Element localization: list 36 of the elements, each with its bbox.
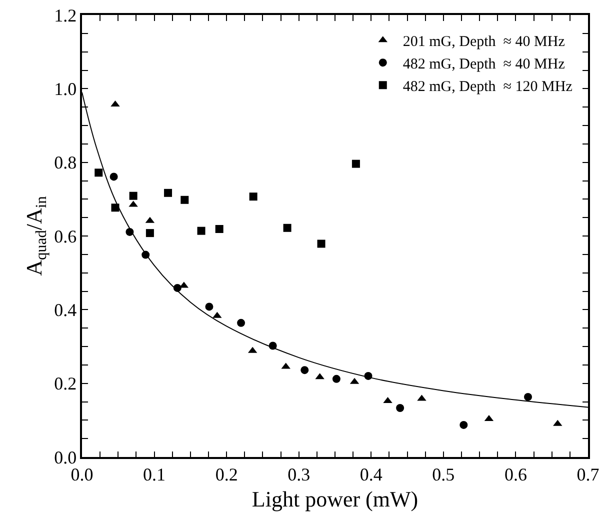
- point: [300, 366, 309, 374]
- point: [164, 188, 172, 197]
- point: [146, 229, 154, 238]
- x-tick-label: 0.2: [215, 464, 238, 484]
- point: [94, 168, 103, 177]
- point: [110, 172, 118, 181]
- point: [524, 392, 532, 401]
- legend-label: 201 mG, Depth ≈ 40 MHz: [402, 34, 566, 50]
- y-tick-label: 0.6: [54, 226, 77, 246]
- point: [396, 404, 404, 412]
- y-tick-label: 1.0: [54, 78, 77, 99]
- x-axis-title: Light power (mW): [252, 486, 418, 512]
- point: [460, 420, 468, 429]
- x-tick-label: 0.5: [432, 464, 455, 484]
- point: [215, 225, 224, 233]
- x-tick-label: 0.4: [360, 464, 382, 484]
- point: [249, 192, 258, 201]
- point: [197, 226, 206, 235]
- y-tick-label: 1.2: [54, 5, 77, 26]
- y-tick-label: 0.2: [54, 374, 77, 394]
- point: [205, 302, 214, 311]
- x-tick-label: 0.6: [504, 464, 527, 484]
- y-tick-label: 0.8: [54, 152, 77, 173]
- point: [317, 240, 326, 248]
- point: [332, 374, 340, 383]
- point: [180, 196, 189, 204]
- legend-label: 482 mG, Depth ≈ 40 MHz: [402, 56, 566, 72]
- x-tick-label: 0.1: [143, 464, 166, 484]
- point: [352, 160, 360, 168]
- x-tick-label: 0.7: [576, 464, 600, 484]
- x-tick-label: 0.3: [288, 464, 310, 484]
- y-tick-label: 0.4: [54, 300, 77, 320]
- point: [283, 224, 292, 232]
- legend-label: 482 mG, Depth ≈ 120 MHz: [402, 78, 573, 95]
- point: [129, 192, 138, 200]
- point: [237, 318, 246, 327]
